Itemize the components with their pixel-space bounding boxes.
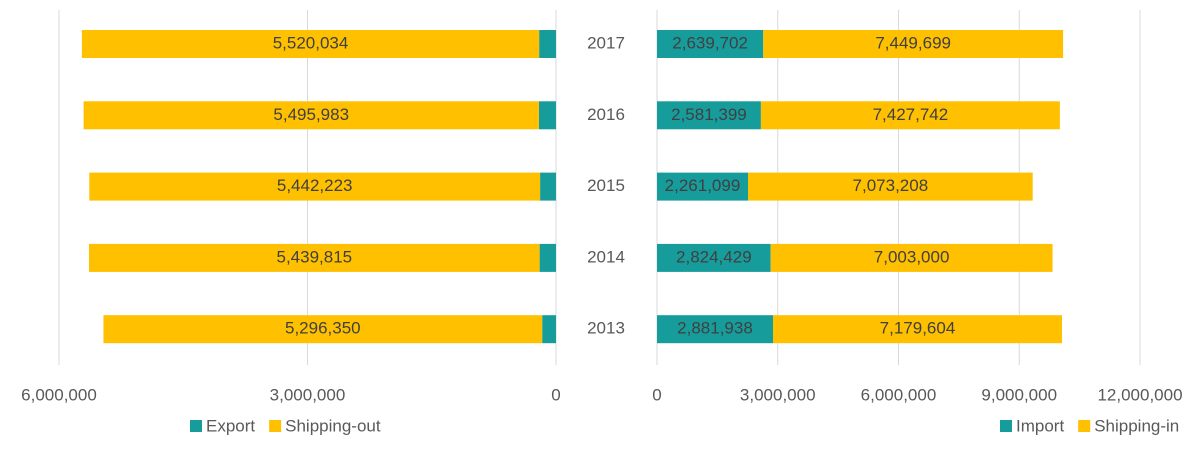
- x-tick-label: 0: [652, 385, 661, 404]
- legend-label: Shipping-in: [1094, 416, 1179, 435]
- x-tick-label: 3,000,000: [740, 385, 816, 404]
- bar-segment: [770, 243, 1053, 272]
- data-label: 7,073,208: [853, 176, 929, 195]
- data-label: 2,881,938: [677, 319, 753, 338]
- legend-label: Shipping-out: [285, 416, 381, 435]
- data-label: 5,520,034: [273, 33, 349, 52]
- data-label: 5,442,223: [277, 176, 353, 195]
- x-tick-label: 0: [551, 385, 560, 404]
- bar-segment: [83, 101, 539, 130]
- data-label: 5,495,983: [273, 105, 349, 124]
- data-label: 2,261,099: [665, 176, 741, 195]
- bar-segment: [81, 30, 540, 58]
- bar-segment: [657, 101, 761, 130]
- bar-segment: [540, 172, 556, 201]
- data-label: 7,179,604: [880, 319, 956, 338]
- x-tick-label: 9,000,000: [981, 385, 1057, 404]
- data-label: 5,296,350: [285, 319, 361, 338]
- data-label: 5,439,815: [276, 247, 352, 266]
- bar-segment: [539, 243, 556, 272]
- bar-segment: [657, 315, 773, 344]
- x-tick-label: 6,000,000: [861, 385, 937, 404]
- bar-segment: [538, 101, 556, 130]
- category-label: 2015: [587, 176, 625, 195]
- data-label: 7,003,000: [874, 247, 950, 266]
- x-tick-label: 6,000,000: [21, 385, 97, 404]
- legend-label: Export: [206, 416, 255, 435]
- bar-segment: [539, 30, 556, 58]
- data-label: 7,427,742: [873, 105, 949, 124]
- bar-segment: [542, 315, 556, 344]
- bar-segment: [657, 30, 764, 58]
- bar-segment: [89, 243, 540, 272]
- legend-label: Import: [1016, 416, 1064, 435]
- bar-segment: [763, 30, 1064, 58]
- bar-segment: [89, 172, 541, 201]
- x-tick-label: 3,000,000: [270, 385, 346, 404]
- bar-segment: [772, 315, 1062, 344]
- category-label: 2016: [587, 105, 625, 124]
- category-label: 2014: [587, 247, 625, 266]
- legend-swatch: [1078, 420, 1091, 432]
- bar-segment: [748, 172, 1033, 201]
- data-label: 2,639,702: [672, 33, 748, 52]
- legend-swatch: [1000, 420, 1012, 432]
- bar-segment: [103, 315, 543, 344]
- category-label: 2017: [587, 33, 625, 52]
- bar-segment: [657, 172, 749, 201]
- legend-swatch: [190, 420, 202, 432]
- legend-swatch: [269, 420, 282, 432]
- bar-segment: [760, 101, 1060, 130]
- x-tick-label: 12,000,000: [1097, 385, 1182, 404]
- bar-segment: [657, 243, 771, 272]
- category-label: 2013: [587, 319, 625, 338]
- data-label: 2,581,399: [671, 105, 747, 124]
- data-label: 2,824,429: [676, 247, 752, 266]
- data-label: 7,449,699: [875, 33, 951, 52]
